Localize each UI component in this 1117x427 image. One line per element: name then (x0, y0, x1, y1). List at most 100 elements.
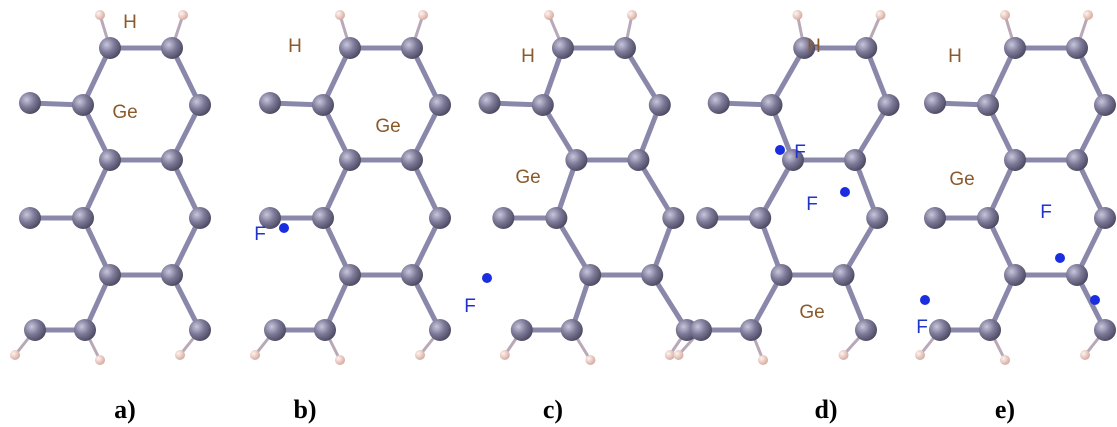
ge-atom (924, 207, 946, 229)
ge-atom (479, 92, 501, 114)
h-atom (544, 10, 554, 20)
atom-label: F (464, 296, 476, 317)
ge-atom (844, 149, 866, 171)
h-atom (585, 355, 595, 365)
h-atom (758, 355, 768, 365)
ge-atom (1066, 264, 1088, 286)
ge-atom (690, 319, 712, 341)
panel-caption: b) (293, 395, 316, 424)
h-atom (627, 10, 637, 20)
ge-atom (565, 149, 587, 171)
h-atom (95, 355, 105, 365)
ge-atom (532, 94, 554, 116)
bonds (15, 15, 1105, 360)
ge-atom (1094, 94, 1116, 116)
panel-caption: c) (543, 395, 563, 424)
ge-atom (708, 92, 730, 114)
panel-caption: e) (995, 395, 1015, 424)
h-atom (674, 350, 684, 360)
atom-label: Ge (799, 302, 824, 323)
ge-atom (1066, 37, 1088, 59)
ge-atom (929, 319, 951, 341)
ge-atom (19, 92, 41, 114)
ge-atom (855, 319, 877, 341)
ge-atom (401, 264, 423, 286)
ge-atom (696, 207, 718, 229)
h-atom (415, 350, 425, 360)
ge-atom (511, 319, 533, 341)
ge-atom (924, 92, 946, 114)
ge-atom (579, 264, 601, 286)
ge-atom (1004, 264, 1026, 286)
h-atom (665, 350, 675, 360)
ge-atom (189, 319, 211, 341)
ge-atom (977, 94, 999, 116)
h-atom (175, 350, 185, 360)
atom-label: Ge (375, 116, 400, 137)
f-atom (1090, 295, 1100, 305)
ge-atom (552, 37, 574, 59)
ge-atom (99, 37, 121, 59)
ge-atom (761, 94, 783, 116)
ge-atom (161, 149, 183, 171)
h-atom (839, 350, 849, 360)
f-atom (1055, 253, 1065, 263)
ge-atom (627, 149, 649, 171)
h-atom (250, 350, 260, 360)
ge-atom (161, 37, 183, 59)
h-atom (178, 10, 188, 20)
ge-atom (401, 37, 423, 59)
ge-atom (72, 94, 94, 116)
ge-atom (429, 94, 451, 116)
h-atom (1080, 350, 1090, 360)
ge-atom (1094, 207, 1116, 229)
ge-atom (429, 319, 451, 341)
ge-atom (19, 207, 41, 229)
ge-atom (312, 94, 334, 116)
ge-atom (545, 207, 567, 229)
ge-atom (649, 94, 671, 116)
ge-atom (429, 207, 451, 229)
ge-atom (1066, 149, 1088, 171)
ge-atom (189, 207, 211, 229)
ge-atom (74, 319, 96, 341)
panel-caption: d) (814, 395, 837, 424)
ge-atom (339, 264, 361, 286)
h-atom (1000, 355, 1010, 365)
atom-label: F (806, 194, 818, 215)
ge-atom (1004, 37, 1026, 59)
h-atom (915, 350, 925, 360)
ge-atom (614, 37, 636, 59)
ge-atom (749, 207, 771, 229)
ge-atom (866, 207, 888, 229)
atom-label: H (807, 36, 821, 57)
h-atom (10, 350, 20, 360)
ge-atom (72, 207, 94, 229)
ge-atom (1094, 319, 1116, 341)
ge-atom (339, 149, 361, 171)
ge-atom (99, 149, 121, 171)
atom-label: Ge (112, 102, 137, 123)
ge-atom (99, 264, 121, 286)
atom-label: F (794, 142, 806, 163)
atom-label: F (254, 224, 266, 245)
h-atom (876, 10, 886, 20)
ge-atom (979, 319, 1001, 341)
ge-atom (492, 207, 514, 229)
atom-label: H (521, 46, 535, 67)
f-atom (279, 223, 289, 233)
atom-label: H (948, 46, 962, 67)
ge-atom (189, 94, 211, 116)
h-atom (335, 10, 345, 20)
ge-atom (561, 319, 583, 341)
ge-atom (977, 207, 999, 229)
h-atom (500, 350, 510, 360)
ge-atom (339, 37, 361, 59)
figure: a)HGeb)HGeFc)HGeFd)HFFGee)HGeFF (0, 0, 1117, 427)
ge-atom (641, 264, 663, 286)
atom-label: Ge (515, 167, 540, 188)
ge-atom (662, 207, 684, 229)
ge-atom (771, 264, 793, 286)
atom-label: F (1040, 202, 1052, 223)
